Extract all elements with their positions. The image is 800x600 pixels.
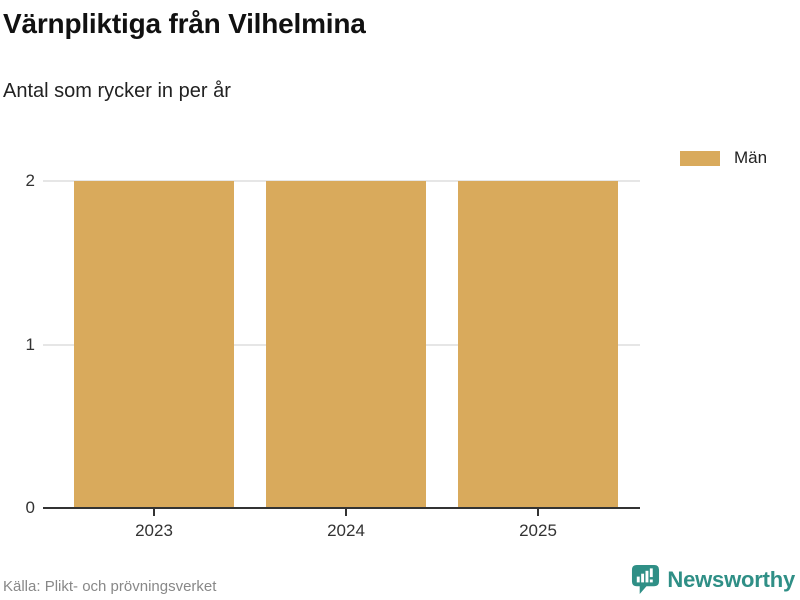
x-axis-tick-mark (345, 509, 347, 516)
page-title: Värnpliktiga från Vilhelmina (3, 8, 366, 39)
y-axis-tick-label: 0 (25, 498, 35, 517)
bar-2023 (74, 181, 234, 508)
newsworthy-chart-bubble-icon (632, 565, 660, 594)
x-axis-tick-mark (153, 509, 155, 516)
chart-subtitle: Antal som rycker in per år (3, 80, 231, 102)
y-axis-tick-label: 2 (25, 171, 35, 190)
x-axis-label: 2024 (327, 521, 365, 540)
x-axis-label: 2023 (135, 521, 173, 540)
legend: Män (680, 148, 767, 168)
bar-2025 (458, 181, 618, 508)
source-text: Källa: Plikt- och prövningsverket (3, 578, 217, 595)
x-axis-line (43, 507, 640, 509)
legend-swatch-man (680, 150, 720, 166)
x-axis-tick-mark (537, 509, 539, 516)
y-axis-tick-label: 1 (25, 334, 35, 354)
bar-2024 (266, 181, 426, 508)
newsworthy-logo: Newsworthy (631, 564, 795, 595)
legend-label: Män (734, 148, 768, 167)
newsworthy-wordmark: Newsworthy (667, 566, 795, 592)
x-axis-label: 2025 (519, 521, 557, 540)
